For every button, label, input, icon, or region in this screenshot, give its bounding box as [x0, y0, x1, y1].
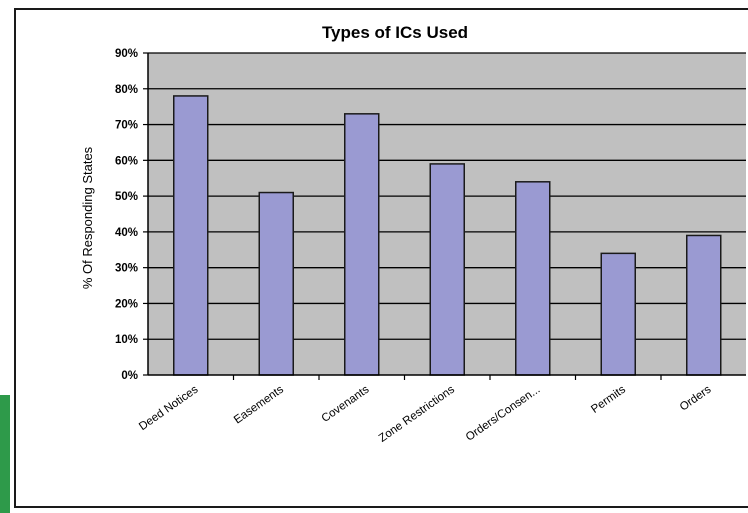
y-tick-label: 40%	[115, 227, 138, 239]
y-tick-label: 90%	[115, 48, 138, 60]
x-tick-label: Easements	[232, 383, 286, 426]
y-axis-label: % Of Responding States	[80, 146, 95, 289]
x-tick-label: Covenants	[320, 383, 372, 425]
bar	[258, 191, 294, 376]
bar	[600, 252, 636, 376]
y-tick-label: 30%	[115, 263, 138, 275]
y-tick-label: 10%	[115, 334, 138, 346]
x-tick-labels: Deed Notices Easements Covenants Zone Restr…	[137, 375, 714, 445]
bar	[429, 163, 465, 376]
x-tick-label: Orders	[678, 383, 714, 413]
bar	[686, 234, 722, 376]
chart-title: Types of ICs Used	[322, 23, 468, 42]
x-tick-label: Deed Notices	[137, 383, 201, 433]
x-tick-label: Permits	[589, 383, 628, 415]
y-tick-label: 80%	[115, 84, 138, 96]
green-accent-bar	[0, 395, 10, 513]
y-tick-label: 70%	[115, 120, 138, 132]
y-tick-label: 60%	[115, 155, 138, 167]
y-tick-label: 0%	[121, 370, 138, 382]
x-tick-label: Orders/Consen...	[464, 384, 543, 444]
x-tick-label: Zone Restrictions	[377, 383, 457, 444]
bars	[173, 95, 722, 376]
bar	[515, 181, 551, 376]
bar	[173, 95, 209, 376]
y-tick-label: 50%	[115, 191, 138, 203]
y-tick-label: 20%	[115, 298, 138, 310]
bar	[344, 113, 380, 376]
y-tick-labels: 0% 10% 20% 30% 40% 50% 60% 70% 80% 90%	[115, 48, 148, 382]
